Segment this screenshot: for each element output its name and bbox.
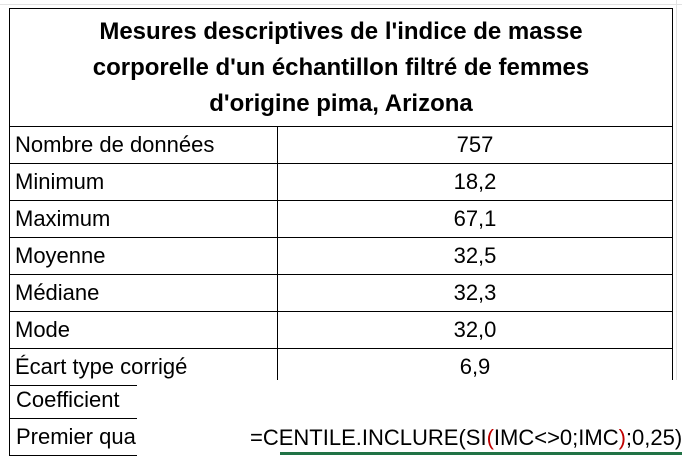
label-cell-premier-quartile[interactable]: Premier qua — [9, 419, 137, 456]
gridline — [0, 4, 682, 5]
table-row: Mode 32,0 — [10, 312, 672, 349]
table-row: Médiane 32,3 — [10, 275, 672, 312]
formula-open-paren: ( — [486, 425, 494, 450]
value-cell[interactable]: 757 — [456, 132, 494, 157]
title-line-3: d'origine pima, Arizona — [209, 89, 473, 117]
table-row: Moyenne 32,5 — [10, 238, 672, 275]
label-cell[interactable]: Minimum — [10, 164, 278, 200]
formula-part-1: =CENTILE.INCLURE(SI — [250, 425, 487, 450]
table-title-cell[interactable]: Mesures descriptives de l'indice de mass… — [10, 9, 672, 127]
value-cell[interactable]: 32,5 — [453, 243, 497, 268]
formula-edit-text[interactable]: =CENTILE.INCLURE(SI(IMC<>0;IMC);0,25) — [250, 424, 682, 452]
value-cell[interactable]: 32,3 — [453, 280, 497, 305]
value-cell[interactable]: 32,0 — [453, 317, 497, 342]
label-cell[interactable]: Écart type corrigé — [10, 349, 278, 385]
label-cell[interactable]: Moyenne — [10, 238, 278, 274]
label-cell-coefficient[interactable]: Coefficient — [9, 382, 137, 419]
value-cell[interactable]: 18,2 — [453, 169, 497, 194]
label-cell[interactable]: Mode — [10, 312, 278, 348]
table-row: Maximum 67,1 — [10, 201, 672, 238]
formula-part-3: ;0,25) — [625, 425, 682, 450]
formula-part-2: IMC<>0;IMC — [493, 425, 619, 450]
label-cell[interactable]: Médiane — [10, 275, 278, 311]
value-cell[interactable]: 6,9 — [459, 354, 491, 379]
formula-close-paren: ) — [618, 425, 626, 450]
stats-table: Mesures descriptives de l'indice de mass… — [9, 8, 673, 386]
gridline — [676, 0, 677, 461]
label-cell[interactable]: Nombre de données — [10, 127, 278, 163]
table-row: Minimum 18,2 — [10, 164, 672, 201]
cell-edit-overlay[interactable] — [137, 380, 682, 461]
title-line-2: corporelle d'un échantillon filtré de fe… — [92, 53, 590, 81]
active-cell-selection-border — [280, 452, 682, 455]
value-cell[interactable]: 67,1 — [453, 206, 497, 231]
table-row: Nombre de données 757 — [10, 127, 672, 164]
title-line-1: Mesures descriptives de l'indice de mass… — [99, 17, 583, 45]
label-cell[interactable]: Maximum — [10, 201, 278, 237]
